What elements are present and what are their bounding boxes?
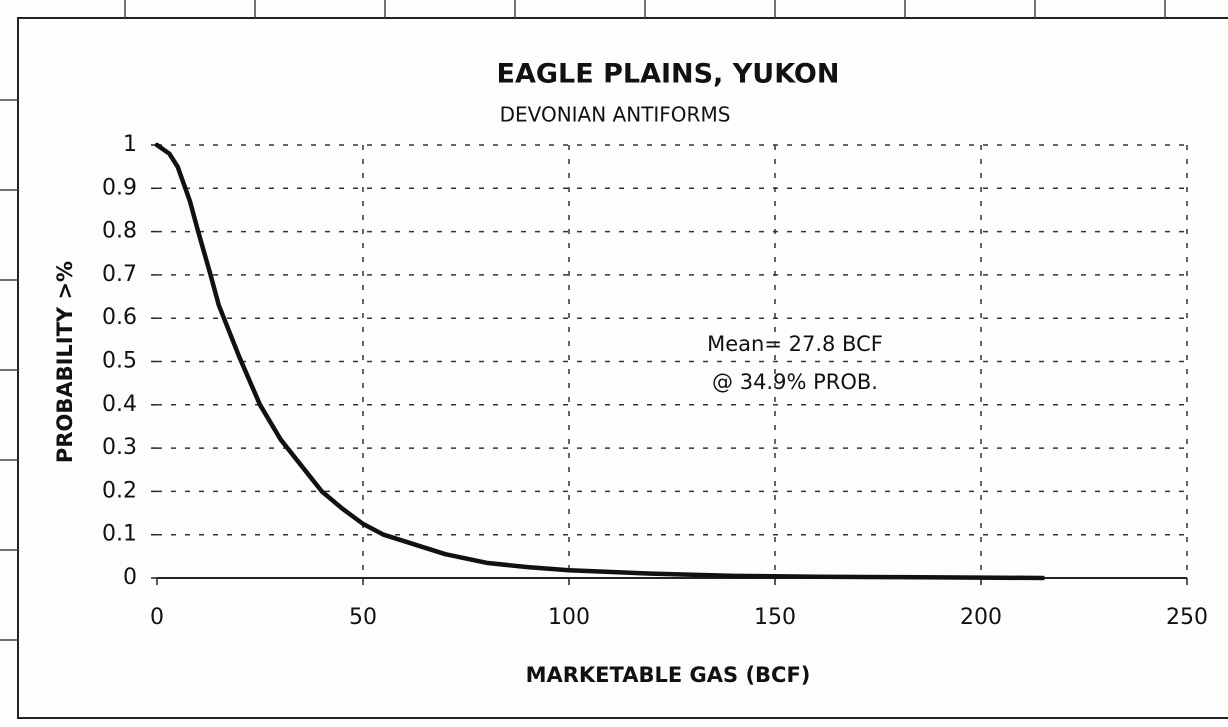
x-tick-label: 150 <box>754 605 796 630</box>
y-tick-label: 0.7 <box>102 262 137 287</box>
y-tick-label: 0.3 <box>102 435 137 460</box>
y-tick-label: 0.1 <box>102 522 137 547</box>
x-tick-label: 250 <box>1166 605 1208 630</box>
ruler-marks <box>0 0 1166 641</box>
annotation: Mean= 27.8 BCF <box>707 332 883 356</box>
y-tick-label: 0.2 <box>102 478 137 503</box>
chart-title: EAGLE PLAINS, YUKON <box>497 59 840 90</box>
chart-frame <box>17 17 1228 719</box>
y-tick-label: 0.6 <box>102 305 137 330</box>
y-tick-label: 1 <box>123 132 137 157</box>
x-tick-label: 200 <box>960 605 1002 630</box>
y-tick-label: 0.8 <box>102 219 137 244</box>
y-tick-label: 0 <box>123 565 137 590</box>
x-tick-label: 0 <box>150 605 164 630</box>
y-tick-label: 0.5 <box>102 349 137 374</box>
x-tick-label: 50 <box>349 605 377 630</box>
y-tick-label: 0.4 <box>102 392 137 417</box>
data-line <box>154 142 1046 581</box>
y-axis-label: PROBABILITY >% <box>53 261 77 463</box>
x-axis-label: MARKETABLE GAS (BCF) <box>526 663 811 687</box>
y-tick-label: 0.9 <box>102 175 137 200</box>
annotation: @ 34.9% PROB. <box>712 370 878 394</box>
chart-subtitle: DEVONIAN ANTIFORMS <box>500 103 731 127</box>
x-tick-label: 100 <box>548 605 590 630</box>
